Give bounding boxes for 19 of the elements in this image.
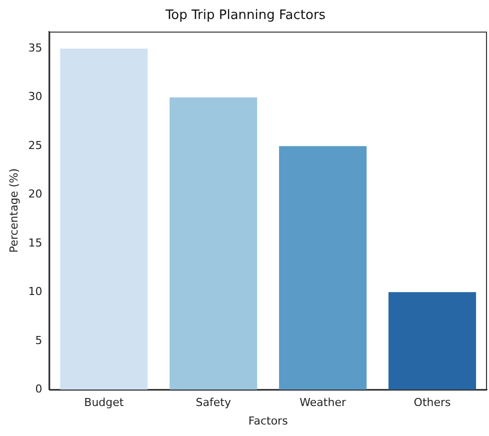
chart-title: Top Trip Planning Factors <box>164 8 326 24</box>
x-tick-label: Others <box>414 396 452 410</box>
y-tick-label: 30 <box>28 90 42 104</box>
y-tick-label: 10 <box>28 285 42 298</box>
x-tick-label: Weather <box>300 396 346 410</box>
y-tick-label: 35 <box>28 42 42 55</box>
x-axis-title: Factors <box>248 414 288 428</box>
y-tick-label: 25 <box>28 138 42 152</box>
bar <box>60 48 148 390</box>
bar <box>279 146 367 390</box>
x-tick-label: Safety <box>196 396 232 410</box>
bar <box>170 97 258 390</box>
bar <box>388 292 476 390</box>
y-tick-label: 5 <box>35 334 42 347</box>
y-axis-title: Percentage (%) <box>7 168 20 253</box>
y-tick-label: 20 <box>28 188 42 201</box>
y-tick-label: 15 <box>28 236 42 250</box>
x-tick-label: Budget <box>84 396 124 410</box>
y-tick-label: 0 <box>35 382 42 396</box>
